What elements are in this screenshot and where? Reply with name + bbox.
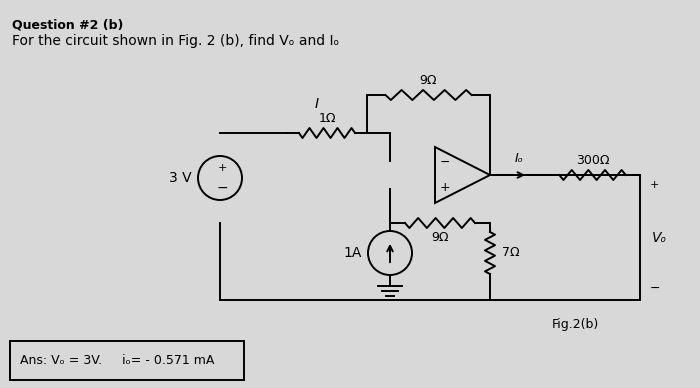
Text: 3 V: 3 V xyxy=(169,171,192,185)
Text: I: I xyxy=(315,97,319,111)
Text: 1A: 1A xyxy=(344,246,362,260)
Text: Fig.2(b): Fig.2(b) xyxy=(552,318,598,331)
Text: Ans: Vₒ = 3V.     iₒ= - 0.571 mA: Ans: Vₒ = 3V. iₒ= - 0.571 mA xyxy=(20,353,214,367)
Text: 300Ω: 300Ω xyxy=(575,154,609,167)
Text: +: + xyxy=(440,181,450,194)
Text: Vₒ: Vₒ xyxy=(652,230,667,244)
Text: −: − xyxy=(650,282,661,295)
Text: −: − xyxy=(216,181,228,195)
Text: 9Ω: 9Ω xyxy=(420,74,438,87)
Text: 1Ω: 1Ω xyxy=(318,112,336,125)
Text: 9Ω: 9Ω xyxy=(431,231,449,244)
Text: For the circuit shown in Fig. 2 (b), find Vₒ and Iₒ: For the circuit shown in Fig. 2 (b), fin… xyxy=(12,34,339,48)
Text: +: + xyxy=(650,180,659,190)
Text: −: − xyxy=(440,156,450,169)
Text: Iₒ: Iₒ xyxy=(514,152,524,165)
Text: 7Ω: 7Ω xyxy=(502,246,519,260)
Text: +: + xyxy=(217,163,227,173)
Text: Question #2 (b): Question #2 (b) xyxy=(12,18,123,31)
FancyBboxPatch shape xyxy=(10,341,244,380)
